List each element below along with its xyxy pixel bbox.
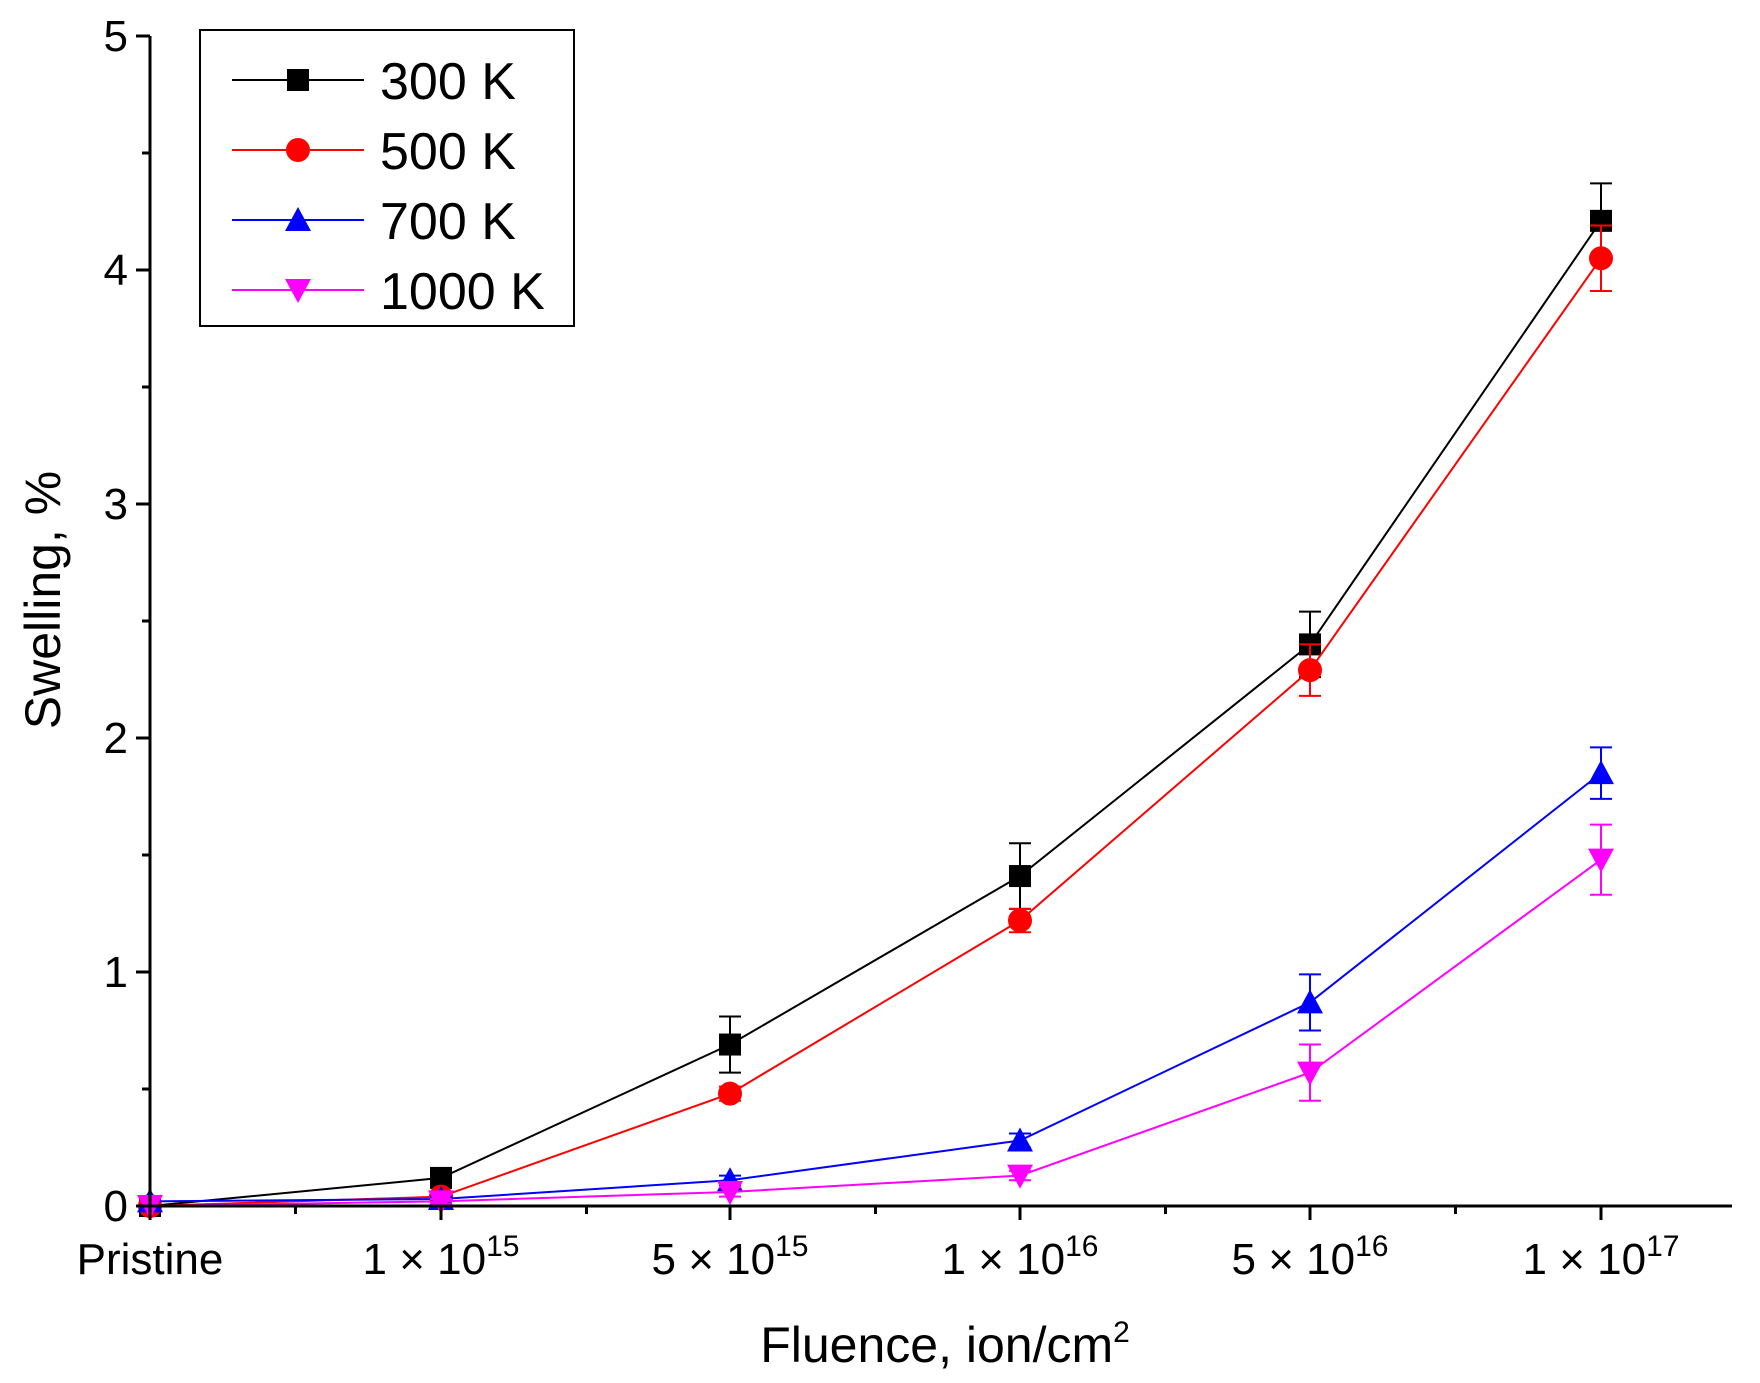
circle-marker xyxy=(1008,908,1032,933)
series-line xyxy=(149,772,1602,1203)
triangle-up-marker xyxy=(1588,760,1614,785)
series-layer xyxy=(137,182,1614,1219)
square-marker xyxy=(430,1166,452,1189)
series-700-k xyxy=(137,746,1614,1213)
circle-marker xyxy=(718,1081,742,1106)
triangle-down-marker xyxy=(1588,848,1614,873)
square-marker xyxy=(287,69,309,91)
legend-label: 1000 K xyxy=(380,263,545,321)
series-500-k xyxy=(138,224,1613,1218)
legend-label: 700 K xyxy=(380,193,516,251)
triangle-up-marker xyxy=(285,207,311,231)
y-tick-label: 5 xyxy=(104,12,128,61)
circle-marker xyxy=(1298,658,1322,683)
x-axis-title: Fluence, ion/cm2 xyxy=(760,1316,1130,1373)
series-line xyxy=(149,257,1602,1207)
legend-item: 500 K xyxy=(232,123,516,181)
y-tick-label: 1 xyxy=(104,948,128,997)
y-axis-title: Swelling, % xyxy=(15,471,71,729)
triangle-up-marker xyxy=(1297,989,1323,1014)
legend-item: 300 K xyxy=(232,53,516,111)
triangle-up-marker xyxy=(1007,1127,1033,1152)
x-tick-label: 1 × 1016 xyxy=(942,1230,1099,1284)
series-line xyxy=(149,858,1602,1207)
circle-marker xyxy=(286,138,310,162)
legend-label: 300 K xyxy=(380,53,516,111)
x-tick-label: 5 × 1015 xyxy=(652,1230,809,1284)
x-tick-label: 5 × 1016 xyxy=(1232,1230,1389,1284)
legend-item: 700 K xyxy=(232,193,516,251)
y-tick-label: 0 xyxy=(104,1182,128,1231)
legend-label: 500 K xyxy=(380,123,516,181)
y-tick-label: 3 xyxy=(104,480,128,529)
series-1000-k xyxy=(137,823,1614,1219)
triangle-down-marker xyxy=(285,279,311,303)
circle-marker xyxy=(1589,246,1613,271)
triangle-down-marker xyxy=(1297,1061,1323,1086)
axes-layer: 0 1 2 3 4 5 Pristine 1 × 1015 5 × 1015 1 × 1016 5 … xyxy=(77,12,1732,1284)
triangle-down-marker xyxy=(428,1190,454,1215)
y-tick-label: 4 xyxy=(104,246,128,295)
x-tick-label: 1 × 1017 xyxy=(1523,1230,1680,1284)
legend-item: 1000 K xyxy=(232,263,545,321)
triangle-down-marker xyxy=(717,1180,743,1205)
triangle-down-marker xyxy=(1007,1164,1033,1189)
x-tick-label: Pristine xyxy=(77,1235,224,1284)
x-tick-label: 1 × 1015 xyxy=(363,1230,520,1284)
series-300-k xyxy=(139,182,1612,1217)
square-marker xyxy=(1009,865,1031,888)
legend: 300 K 500 K 700 K 1000 K xyxy=(199,29,575,327)
y-tick-label: 2 xyxy=(104,714,128,763)
series-line xyxy=(149,220,1602,1207)
square-marker xyxy=(719,1033,741,1056)
